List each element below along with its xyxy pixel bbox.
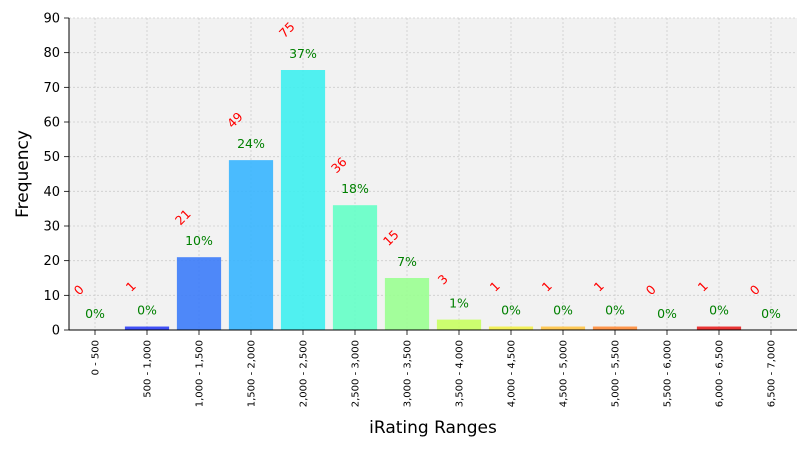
y-tick-label: 20 (43, 254, 60, 269)
percent-label: 0% (137, 303, 157, 318)
y-tick-label: 40 (43, 185, 60, 200)
bar (124, 326, 170, 330)
bar (592, 326, 638, 330)
x-tick-label: 2,000 - 2,500 (299, 340, 310, 407)
percent-label: 0% (605, 303, 625, 318)
axes: 0 10 20 30 40 50 60 70 80 90 0 - 500 500 - 1,000 1,0… (43, 12, 797, 407)
x-tick-label: 3,500 - 4,000 (455, 340, 466, 407)
percent-label: 0% (657, 306, 677, 321)
x-tick-label: 4,500 - 5,000 (559, 340, 570, 407)
y-tick-label: 30 (43, 220, 60, 235)
x-tick-label: 500 - 1,000 (143, 340, 154, 398)
percent-label: 0% (709, 303, 729, 318)
bar (228, 160, 274, 330)
percent-label: 1% (449, 296, 469, 311)
bars (124, 70, 742, 330)
x-tick-label: 5,000 - 5,500 (611, 340, 622, 407)
bar (384, 278, 430, 330)
y-tick-label: 50 (43, 150, 60, 165)
y-tick-label: 0 (52, 324, 60, 339)
y-tick-label: 60 (43, 116, 60, 131)
x-tick-label: 4,000 - 4,500 (507, 340, 518, 407)
x-tick-label: 0 - 500 (91, 340, 102, 375)
bar (540, 326, 586, 330)
percent-label: 10% (185, 233, 213, 248)
percent-label: 18% (341, 181, 369, 196)
x-tick-label: 1,500 - 2,000 (247, 340, 258, 407)
percent-label: 24% (237, 136, 265, 151)
percent-label: 0% (85, 306, 105, 321)
x-axis-title: iRating Ranges (369, 418, 497, 438)
x-tick-label: 2,500 - 3,000 (351, 340, 362, 407)
bar (488, 326, 534, 330)
x-tick-label: 3,000 - 3,500 (403, 340, 414, 407)
percent-label: 0% (501, 303, 521, 318)
y-tick-label: 90 (43, 12, 60, 27)
bar (696, 326, 742, 330)
x-tick-label: 1,000 - 1,500 (195, 340, 206, 407)
x-tick-label: 6,500 - 7,000 (767, 340, 778, 407)
y-tick-label: 10 (43, 289, 60, 304)
y-tick-label: 80 (43, 46, 60, 61)
percent-label: 0% (761, 306, 781, 321)
y-axis-title: Frequency (13, 130, 33, 218)
percent-label: 0% (553, 303, 573, 318)
x-tick-label: 5,500 - 6,000 (663, 340, 674, 407)
bar (176, 257, 222, 330)
percent-label: 37% (289, 46, 317, 61)
bar (280, 70, 326, 330)
y-tick-label: 70 (43, 81, 60, 96)
x-tick-label: 6,000 - 6,500 (715, 340, 726, 407)
bar (436, 319, 482, 330)
percent-label: 7% (397, 254, 417, 269)
bar (332, 205, 378, 330)
